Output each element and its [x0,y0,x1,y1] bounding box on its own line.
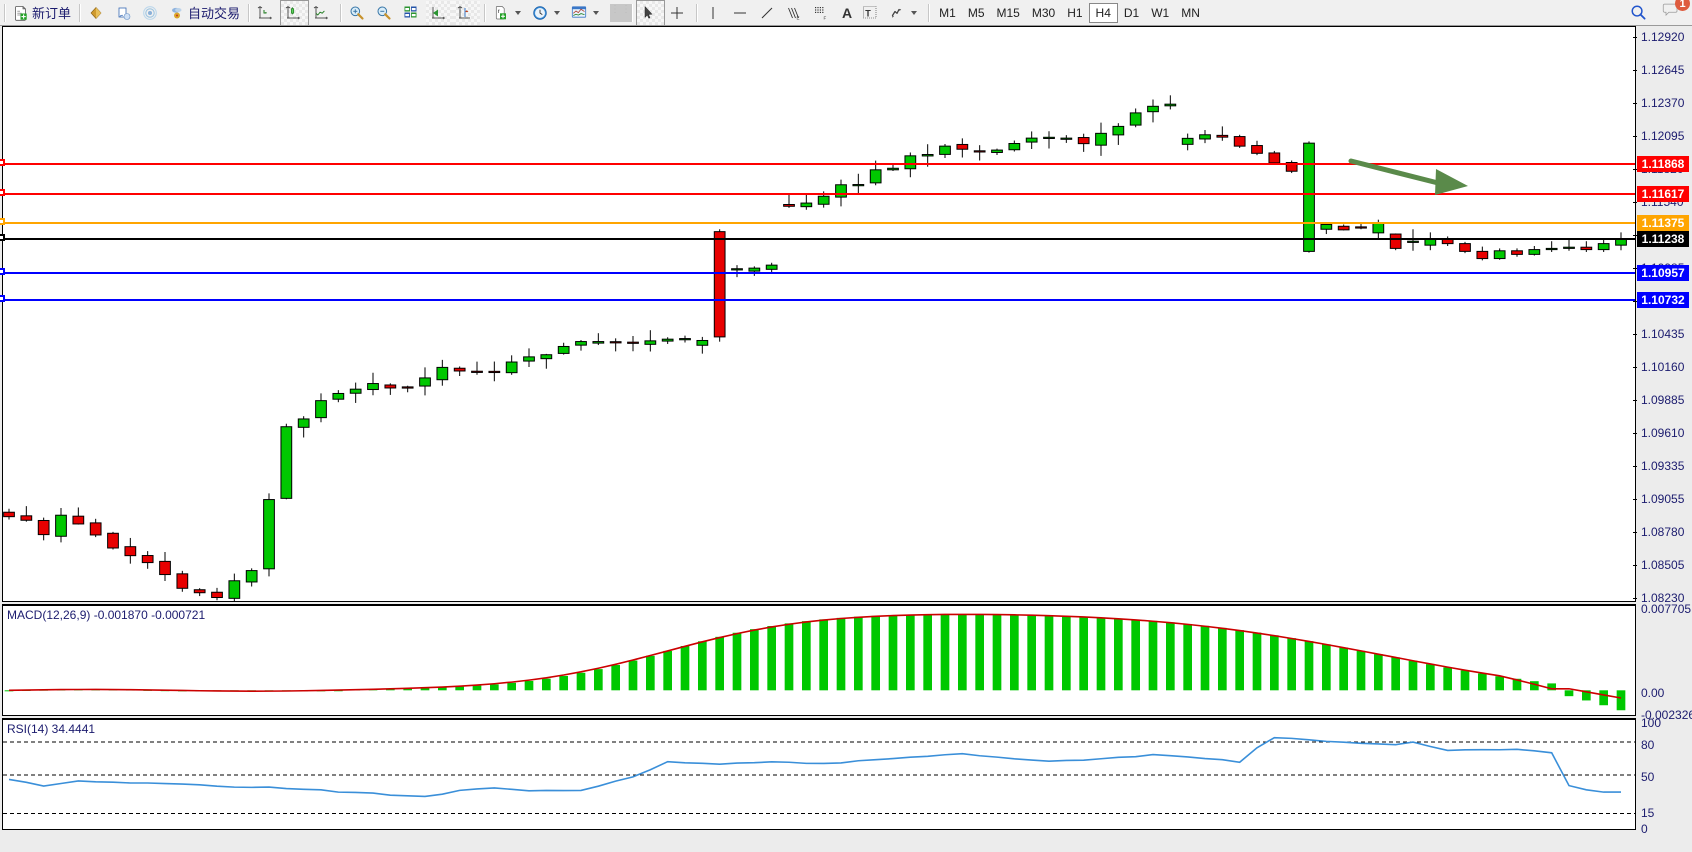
svg-text:T: T [865,8,871,18]
svg-text:E: E [797,15,800,20]
svg-text:F: F [824,15,827,20]
